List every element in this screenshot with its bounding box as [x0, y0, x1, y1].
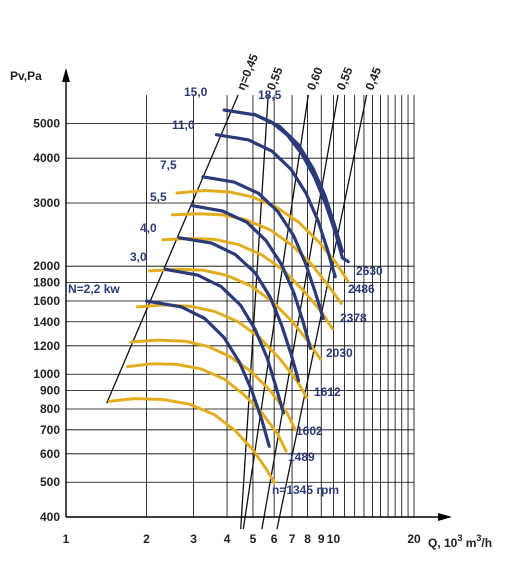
y-tick-label: 600	[40, 447, 60, 461]
power-curve	[163, 267, 285, 415]
y-tick-label: 1400	[33, 315, 60, 329]
y-tick-label: 1200	[33, 339, 60, 353]
power-label: 3,0	[130, 250, 147, 264]
x-tick-label: 1	[63, 532, 70, 546]
y-axis-arrow	[62, 68, 70, 82]
power-label: 11,0	[172, 118, 195, 132]
x-tick-label: 8	[304, 532, 311, 546]
y-tick-label: 3000	[33, 196, 60, 210]
rpm-curve	[107, 397, 276, 484]
x-tick-label: 3	[190, 532, 197, 546]
power-curve	[144, 299, 271, 448]
rpm-label: 2486	[348, 282, 375, 296]
efficiency-label: 0,45	[362, 65, 384, 92]
axes: 4005006007008009001000120014001600180020…	[33, 68, 452, 546]
rpm-curve	[170, 212, 343, 305]
y-tick-label: 2000	[33, 259, 60, 273]
x-tick-label: 4	[224, 532, 231, 546]
power-curves: N=2,2 kw 3,0 4,0 5,5 7,5 11,0 15,0 18,5	[68, 85, 350, 448]
y-tick-label: 500	[40, 475, 60, 489]
efficiency-label: η=0,45	[234, 52, 261, 92]
rpm-curve	[147, 267, 323, 361]
power-label: 7,5	[160, 158, 177, 172]
power-curve	[252, 112, 350, 264]
rpm-label: n=1345 rpm	[272, 483, 339, 497]
rpm-curve	[129, 338, 297, 432]
rpm-label: 1489	[288, 450, 315, 464]
x-axis-arrow	[438, 513, 452, 521]
x-tick-label: 5	[250, 532, 257, 546]
rpm-curve	[161, 236, 334, 331]
power-curve	[177, 236, 301, 383]
chart-labels: Pv,Pa Q, 103 m3/h	[10, 69, 492, 550]
rpm-label: 1612	[314, 385, 341, 399]
y-tick-label: 4000	[33, 151, 60, 165]
y-tick-label: 1800	[33, 276, 60, 290]
y-tick-label: 1000	[33, 367, 60, 381]
x-tick-label: 10	[327, 532, 341, 546]
power-curve	[190, 204, 312, 350]
x-tick-label: 6	[271, 532, 278, 546]
power-label: 15,0	[184, 85, 208, 99]
power-label: 5,5	[150, 190, 167, 204]
x-tick-label: 9	[318, 532, 325, 546]
y-tick-label: 400	[40, 510, 60, 524]
rpm-curve	[136, 303, 309, 400]
power-label: 18,5	[258, 88, 282, 102]
y-tick-label: 1600	[33, 294, 60, 308]
rpm-label: 2030	[326, 346, 353, 360]
x-tick-label: 20	[407, 532, 421, 546]
efficiency-label: 0,60	[304, 65, 326, 92]
power-curve	[201, 175, 325, 321]
rpm-label: 1602	[296, 424, 323, 438]
rpm-curve	[126, 362, 288, 453]
efficiency-line	[240, 94, 269, 530]
efficiency-label: 0,55	[334, 65, 356, 92]
grid	[66, 95, 415, 518]
power-label: 4,0	[140, 221, 157, 235]
efficiency-line	[106, 94, 239, 404]
y-tick-label: 800	[40, 402, 60, 416]
rpm-label: 2630	[356, 264, 383, 278]
y-axis-title: Pv,Pa	[10, 69, 42, 83]
power-label: N=2,2 kw	[68, 282, 120, 296]
x-axis-title: Q, 103 m3/h	[428, 533, 492, 550]
y-tick-label: 5000	[33, 116, 60, 130]
power-curve	[214, 133, 337, 279]
x-tick-label: 7	[289, 532, 296, 546]
y-tick-label: 700	[40, 423, 60, 437]
x-tick-label: 2	[143, 532, 150, 546]
y-tick-label: 900	[40, 384, 60, 398]
rpm-label: 2378	[340, 311, 367, 325]
